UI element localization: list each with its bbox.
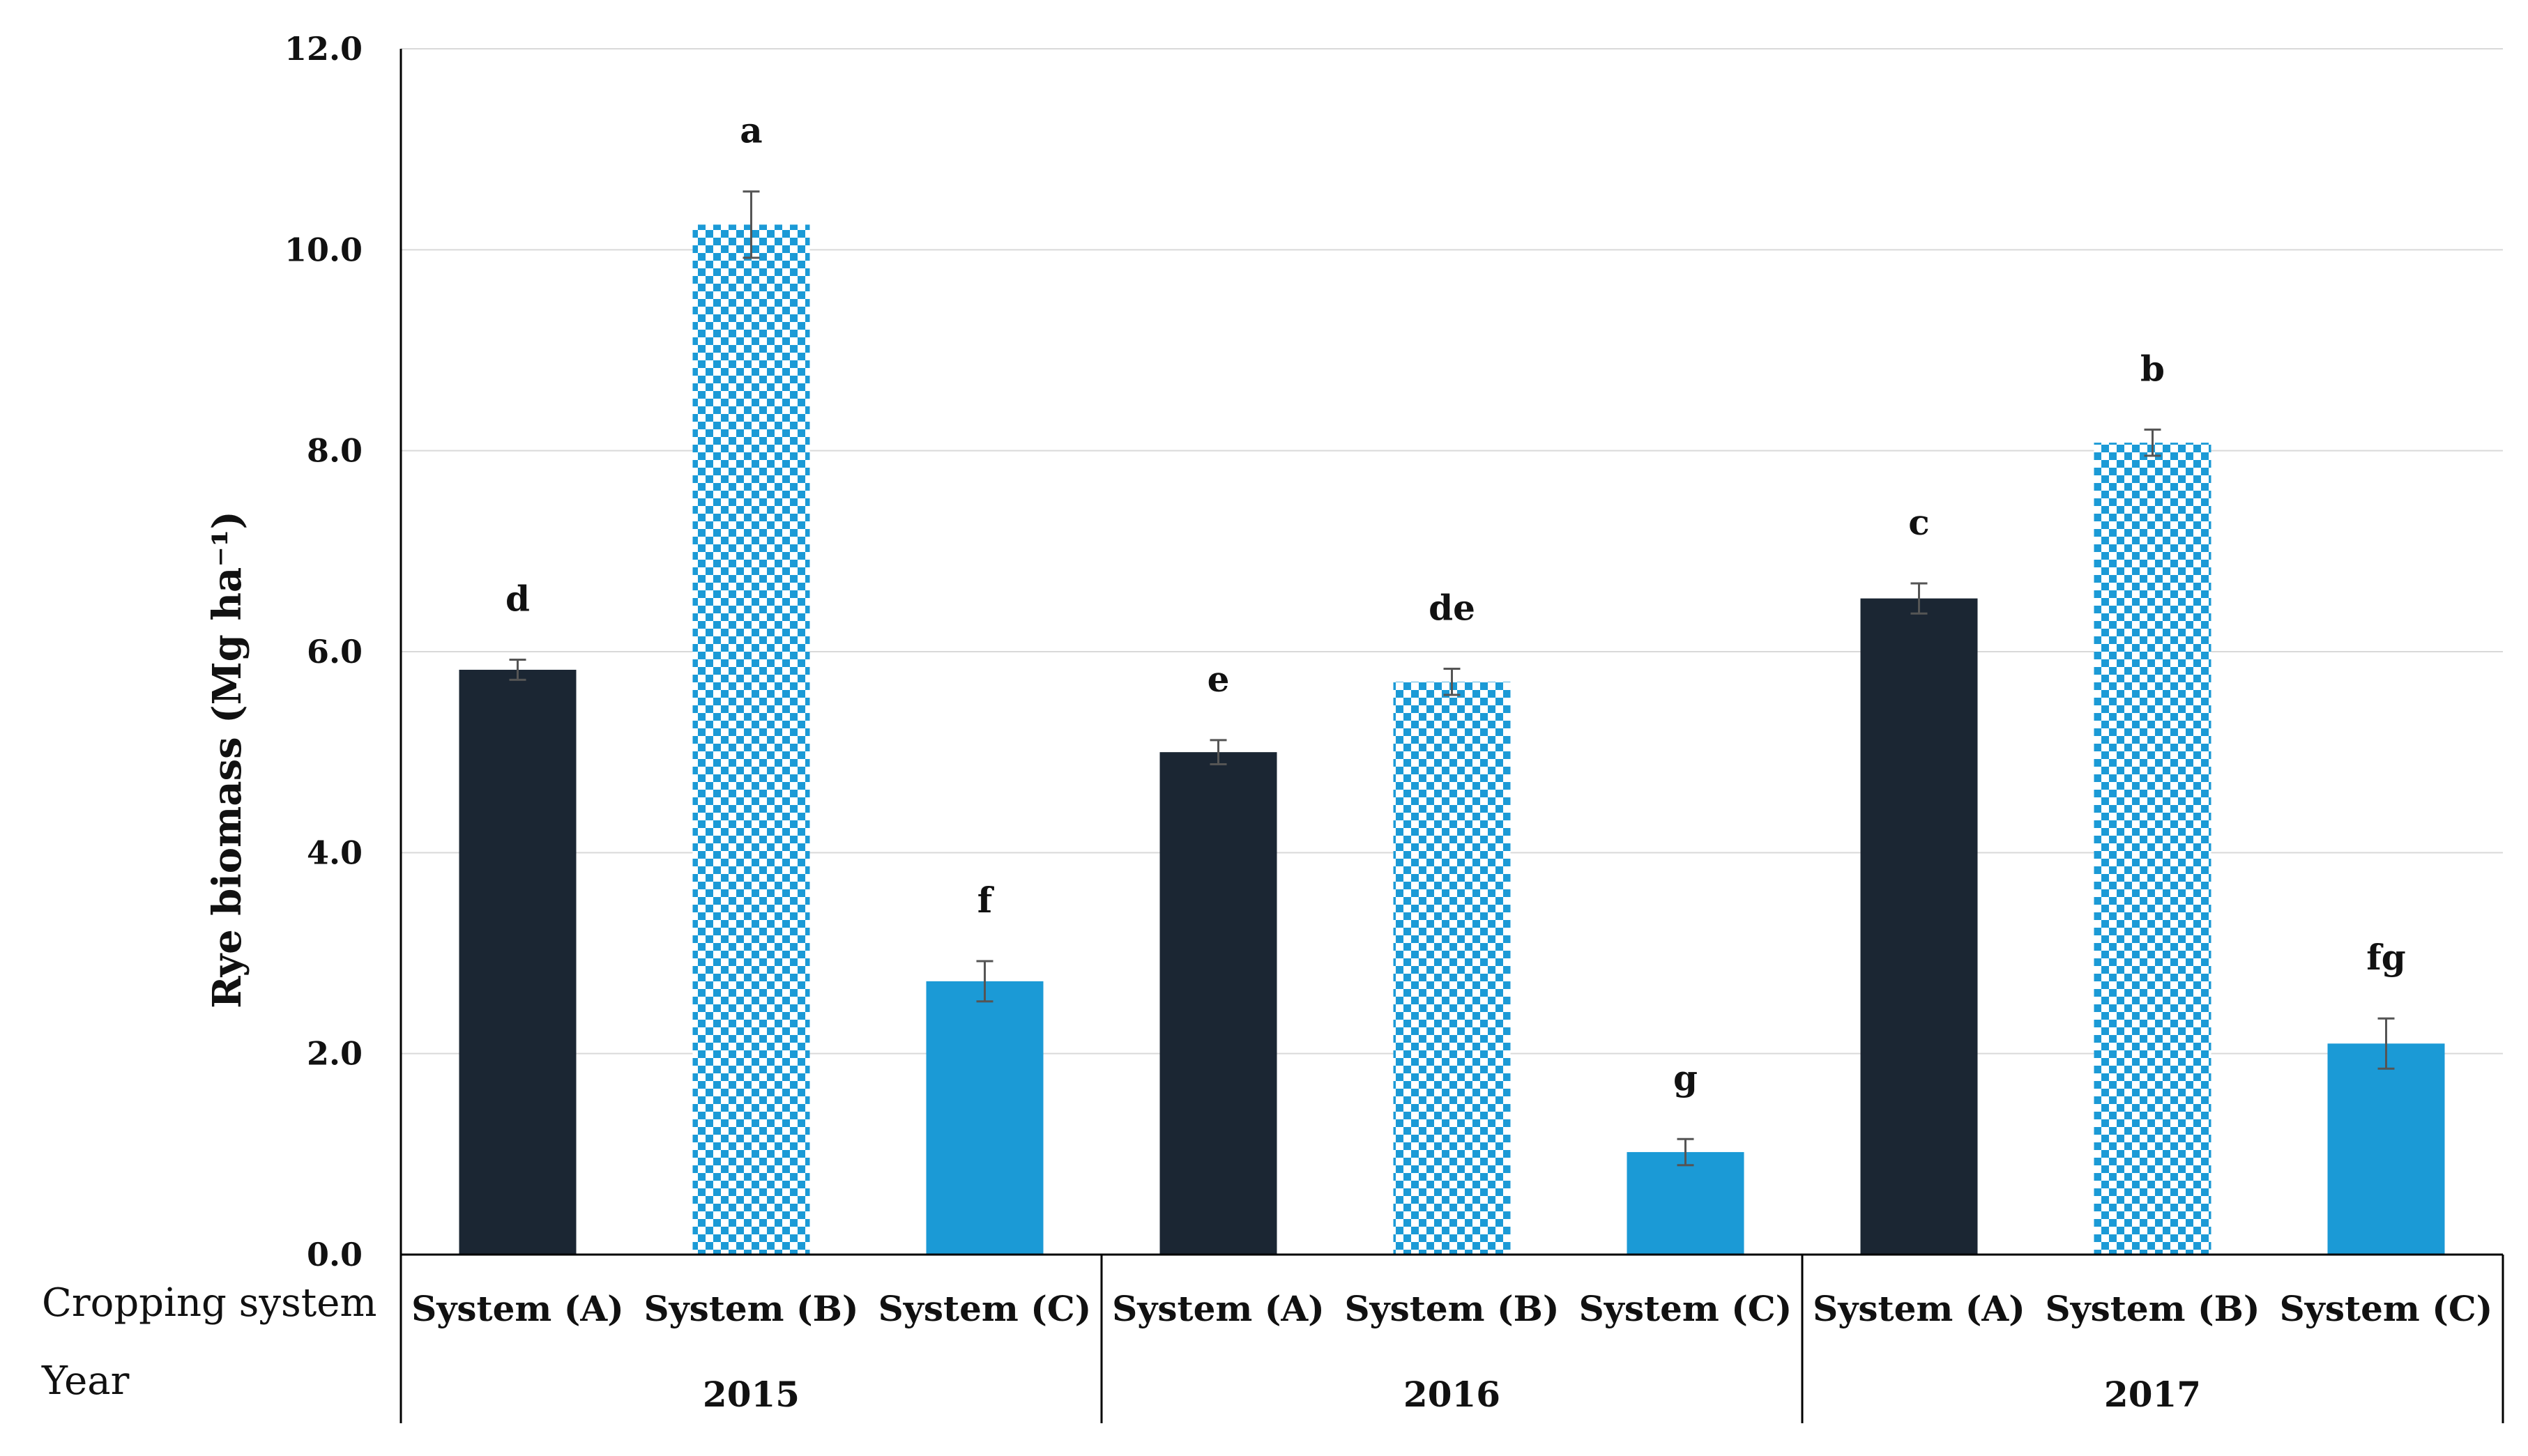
x-category-label: System (A) xyxy=(411,1288,624,1329)
significance-letter: d xyxy=(505,578,530,620)
row-label-year: Year xyxy=(41,1358,130,1404)
y-tick-label: 2.0 xyxy=(307,1035,363,1073)
x-group-year-label: 2016 xyxy=(1403,1374,1500,1415)
x-category-label: System (B) xyxy=(1344,1288,1559,1329)
bar xyxy=(1627,1151,1744,1255)
bar xyxy=(2094,443,2211,1255)
y-tick-label: 10.0 xyxy=(284,231,363,268)
bar xyxy=(692,224,810,1255)
bars xyxy=(459,190,2445,1255)
axes xyxy=(399,49,2504,1423)
x-category-label: System (A) xyxy=(1112,1288,1325,1329)
y-axis-title: Rye biomass (Mg ha⁻¹) xyxy=(204,511,250,1009)
y-tick-label: 4.0 xyxy=(307,834,363,871)
significance-letter: b xyxy=(2140,348,2165,389)
y-tick-label: 6.0 xyxy=(307,633,363,670)
bar xyxy=(459,669,577,1255)
significance-letter: a xyxy=(740,110,762,151)
row-label-cropping-system: Cropping system xyxy=(42,1280,377,1326)
bar xyxy=(1159,752,1277,1255)
x-category-label: System (A) xyxy=(1813,1288,2025,1329)
y-tick-label: 12.0 xyxy=(284,30,363,68)
x-category-label: System (C) xyxy=(878,1288,1092,1329)
x-category-label: System (B) xyxy=(2045,1288,2260,1329)
x-group-year-label: 2015 xyxy=(703,1374,800,1415)
x-group-year-label: 2017 xyxy=(2104,1374,2201,1415)
significance-letter: g xyxy=(1673,1057,1698,1098)
labels: Rye biomass (Mg ha⁻¹) Cropping system Ye… xyxy=(41,30,2492,1415)
significance-letter: fg xyxy=(2366,937,2405,978)
significance-letter: c xyxy=(1908,502,1929,543)
significance-letter: f xyxy=(977,880,995,921)
y-tick-label: 8.0 xyxy=(307,432,363,470)
bar xyxy=(1860,598,1978,1255)
x-category-label: System (C) xyxy=(2280,1288,2493,1329)
bar xyxy=(926,981,1044,1255)
x-category-label: System (C) xyxy=(1579,1288,1792,1329)
x-category-label: System (B) xyxy=(644,1288,858,1329)
bar xyxy=(2327,1043,2445,1255)
y-tick-label: 0.0 xyxy=(307,1236,363,1273)
significance-letter: de xyxy=(1429,588,1475,629)
bar xyxy=(1393,682,1511,1255)
significance-letter: e xyxy=(1208,659,1230,700)
